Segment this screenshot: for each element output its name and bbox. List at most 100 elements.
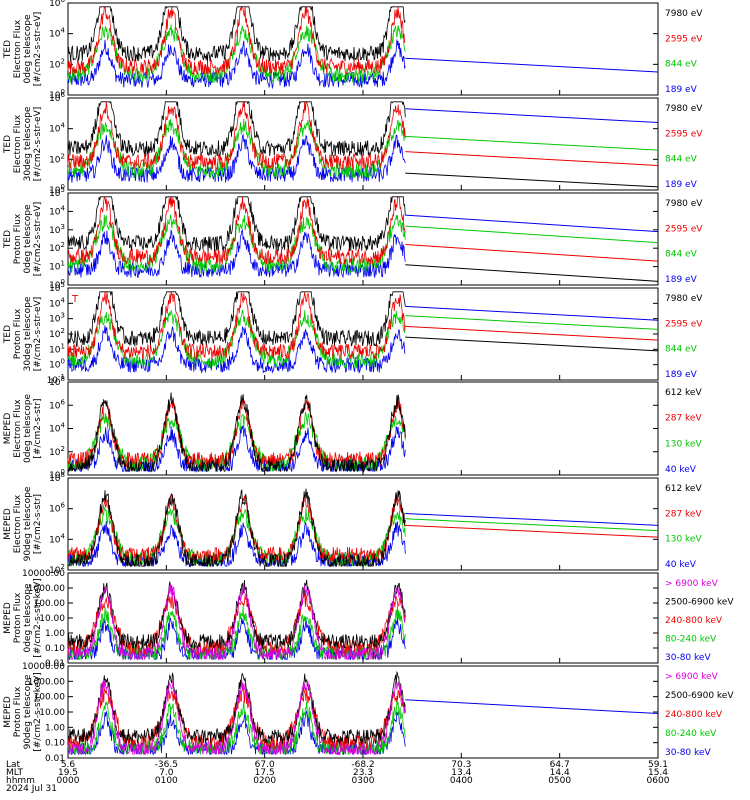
series-trace <box>67 325 406 375</box>
panel-3: 100 101 102 103 104 105 TED Proton Flux 0deg tel… <box>3 186 703 291</box>
y-axis-label-line: 0deg telescope <box>23 394 33 464</box>
x-tick-label: 0100 <box>155 776 178 786</box>
x-tick-label: 5.6 <box>61 760 76 770</box>
y-tick-label: 0.01 <box>45 659 65 669</box>
series-tail-line <box>405 57 659 73</box>
legend-entry: 40 keV <box>665 465 697 475</box>
legend-entry: 2595 eV <box>665 224 703 234</box>
legend-entry: 240-800 keV <box>665 616 723 626</box>
series-tail-line <box>405 225 659 244</box>
y-axis-label-line: TED <box>3 230 13 249</box>
y-tick-label: 100 <box>49 88 65 101</box>
legend-entry: 240-800 keV <box>665 710 723 720</box>
y-tick-label: 104 <box>49 296 65 309</box>
y-tick-label: 10000.00 <box>22 569 65 579</box>
legend-entry: 612 keV <box>665 388 702 398</box>
legend-entry: 2500-6900 keV <box>665 691 734 701</box>
legend-entry: 130 keV <box>665 535 702 545</box>
y-tick-label: 1000.00 <box>28 584 65 594</box>
series-tail-line <box>405 172 659 188</box>
y-tick-label: 102 <box>49 327 65 340</box>
y-tick-label: 101 <box>49 260 65 273</box>
x-tick-label: 0500 <box>548 776 571 786</box>
y-tick-label: 1.00 <box>45 723 65 733</box>
legend-entry: 189 eV <box>665 370 698 380</box>
x-tick-label: -68.2 <box>351 760 374 770</box>
y-tick-label: 102 <box>49 563 65 576</box>
y-tick-label: 100 <box>49 358 65 371</box>
series-trace <box>67 582 406 661</box>
y-tick-label: 0.01 <box>45 754 65 764</box>
series-trace <box>67 291 406 360</box>
panel-frame <box>67 287 659 381</box>
series-tail-line <box>405 305 659 321</box>
y-axis-label-line: Electron Flux <box>13 494 23 553</box>
y-tick-label: 106 <box>49 398 65 411</box>
x-row-label: MLT <box>6 768 24 778</box>
legend-entry: 844 eV <box>665 60 698 70</box>
series-trace <box>67 39 406 90</box>
legend-entry: 189 eV <box>665 180 698 190</box>
series-tail-line <box>405 325 659 341</box>
x-tick-label: 59.1 <box>648 760 668 770</box>
series-trace <box>67 493 406 565</box>
x-row-label: hhmm <box>6 776 35 786</box>
y-axis-label-line: [#/cm2-s-str] <box>33 494 43 554</box>
series-trace <box>67 214 406 274</box>
y-tick-label: 102 <box>49 241 65 254</box>
y-tick-label: 100 <box>49 468 65 481</box>
legend-entry: 30-80 keV <box>665 748 711 758</box>
y-tick-label: 104 <box>49 204 65 217</box>
legend-entry: 612 keV <box>665 484 702 494</box>
panel-7: 0.01 0.10 1.00 10.00 100.00 1000.00 10000.00 ME… <box>3 569 734 669</box>
legend-entry: 2595 eV <box>665 129 703 139</box>
y-tick-label: 102 <box>49 445 65 458</box>
legend-entry: 189 eV <box>665 85 698 95</box>
y-tick-label: 104 <box>49 532 65 545</box>
x-tick-label: 14.4 <box>550 768 570 778</box>
y-axis-label-line: TED <box>3 325 13 344</box>
y-tick-label: 1.00 <box>45 629 65 639</box>
series-tail-line <box>405 512 659 526</box>
legend-entry: 7980 eV <box>665 9 703 19</box>
x-tick-label: 0000 <box>57 776 80 786</box>
y-axis-label-line: [#/cm2-s-str-eV] <box>33 297 43 372</box>
legend-entry: 189 eV <box>665 275 698 285</box>
series-trace <box>67 616 406 661</box>
y-axis-label-line: MEPED <box>3 602 13 634</box>
y-tick-label: 100 <box>49 278 65 291</box>
series-trace <box>67 5 406 76</box>
series-tail-line <box>405 214 659 233</box>
series-tail-line <box>405 524 659 538</box>
legend-entry: 7980 eV <box>665 294 703 304</box>
series-trace <box>68 392 406 473</box>
x-tick-label: 0200 <box>253 776 276 786</box>
panel-5: 100 102 104 106 108 MEPED Electron Flux 0deg te… <box>3 375 702 481</box>
legend-entry: 844 eV <box>665 155 698 165</box>
y-axis-label-line: [#/cm2-s-str-eV] <box>33 202 43 277</box>
y-tick-label: 108 <box>49 471 65 484</box>
series-trace <box>67 488 406 568</box>
y-axis-label-line: 0deg telescope <box>23 204 33 274</box>
y-tick-label: 103 <box>49 312 65 325</box>
y-tick-label: 10.00 <box>39 614 65 624</box>
y-tick-label: 10000.00 <box>22 662 65 672</box>
legend-entry: 7980 eV <box>665 199 703 209</box>
legend-entry: 2595 eV <box>665 34 703 44</box>
y-tick-label: 106 <box>49 0 65 9</box>
y-axis-label-line: TED <box>3 135 13 154</box>
y-tick-label: 105 <box>49 281 65 294</box>
y-tick-label: 10-1 <box>47 373 65 386</box>
y-tick-label: 10.00 <box>39 708 65 718</box>
x-tick-label: 0600 <box>647 776 670 786</box>
legend-entry: 287 keV <box>665 509 702 519</box>
y-axis-label-line: 30deg telescope <box>23 296 33 371</box>
legend-entry: > 6900 keV <box>665 672 719 682</box>
x-tick-label: 19.5 <box>58 768 78 778</box>
x-tick-label: 64.7 <box>550 760 570 770</box>
legend-entry: 287 keV <box>665 414 702 424</box>
legend-entry: 40 keV <box>665 560 697 570</box>
x-tick-label: 23.3 <box>353 768 373 778</box>
y-axis-label-line: 0deg telescope <box>23 583 33 653</box>
y-tick-label: 108 <box>49 375 65 388</box>
